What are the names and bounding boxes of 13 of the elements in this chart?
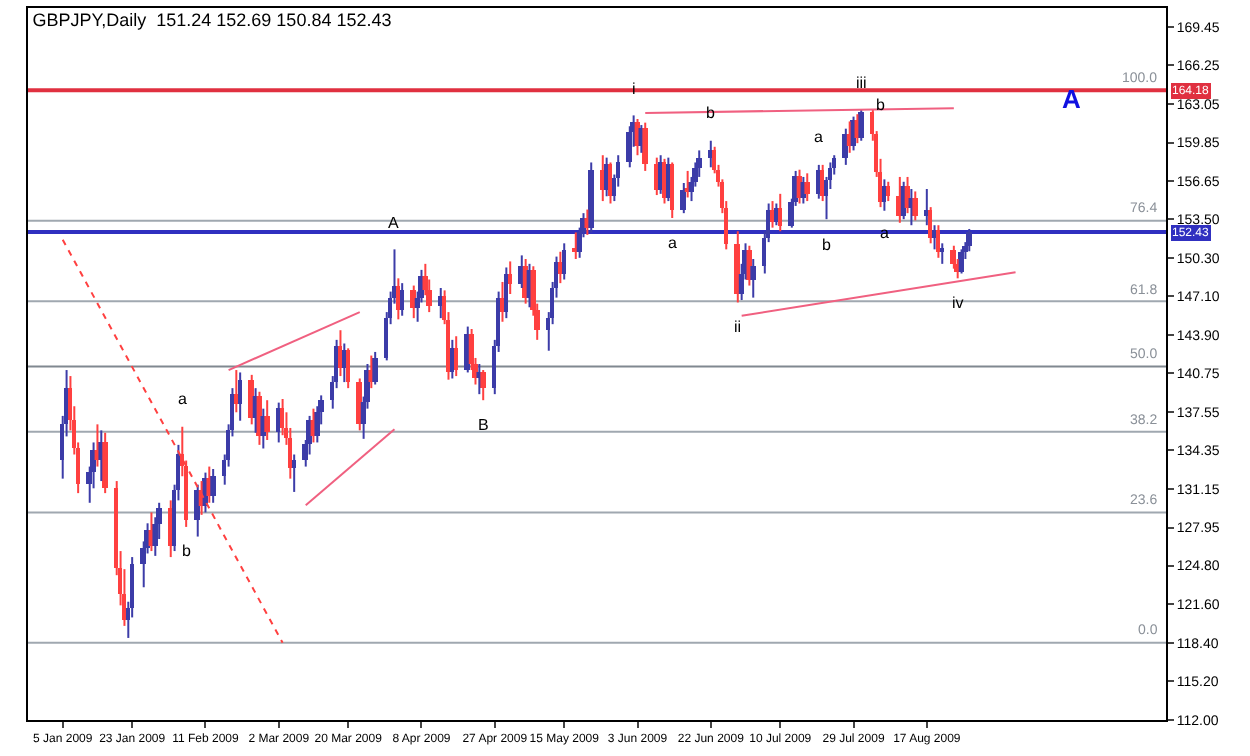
- annotation: iv: [952, 294, 964, 312]
- annotation: A: [388, 214, 400, 232]
- annotation: A: [1062, 84, 1082, 114]
- annotation: b: [182, 542, 192, 560]
- annotation: b: [822, 236, 832, 254]
- annotation: iii: [856, 74, 868, 92]
- annotation: i: [632, 80, 636, 98]
- annotation: B: [478, 416, 489, 434]
- annotation: a: [814, 128, 824, 146]
- annotation: a: [668, 234, 678, 252]
- annotation: a: [178, 390, 188, 408]
- chart-title: GBPJPY,Daily 151.24 152.69 150.84 152.43: [32, 10, 392, 31]
- annotation: ii: [734, 318, 742, 336]
